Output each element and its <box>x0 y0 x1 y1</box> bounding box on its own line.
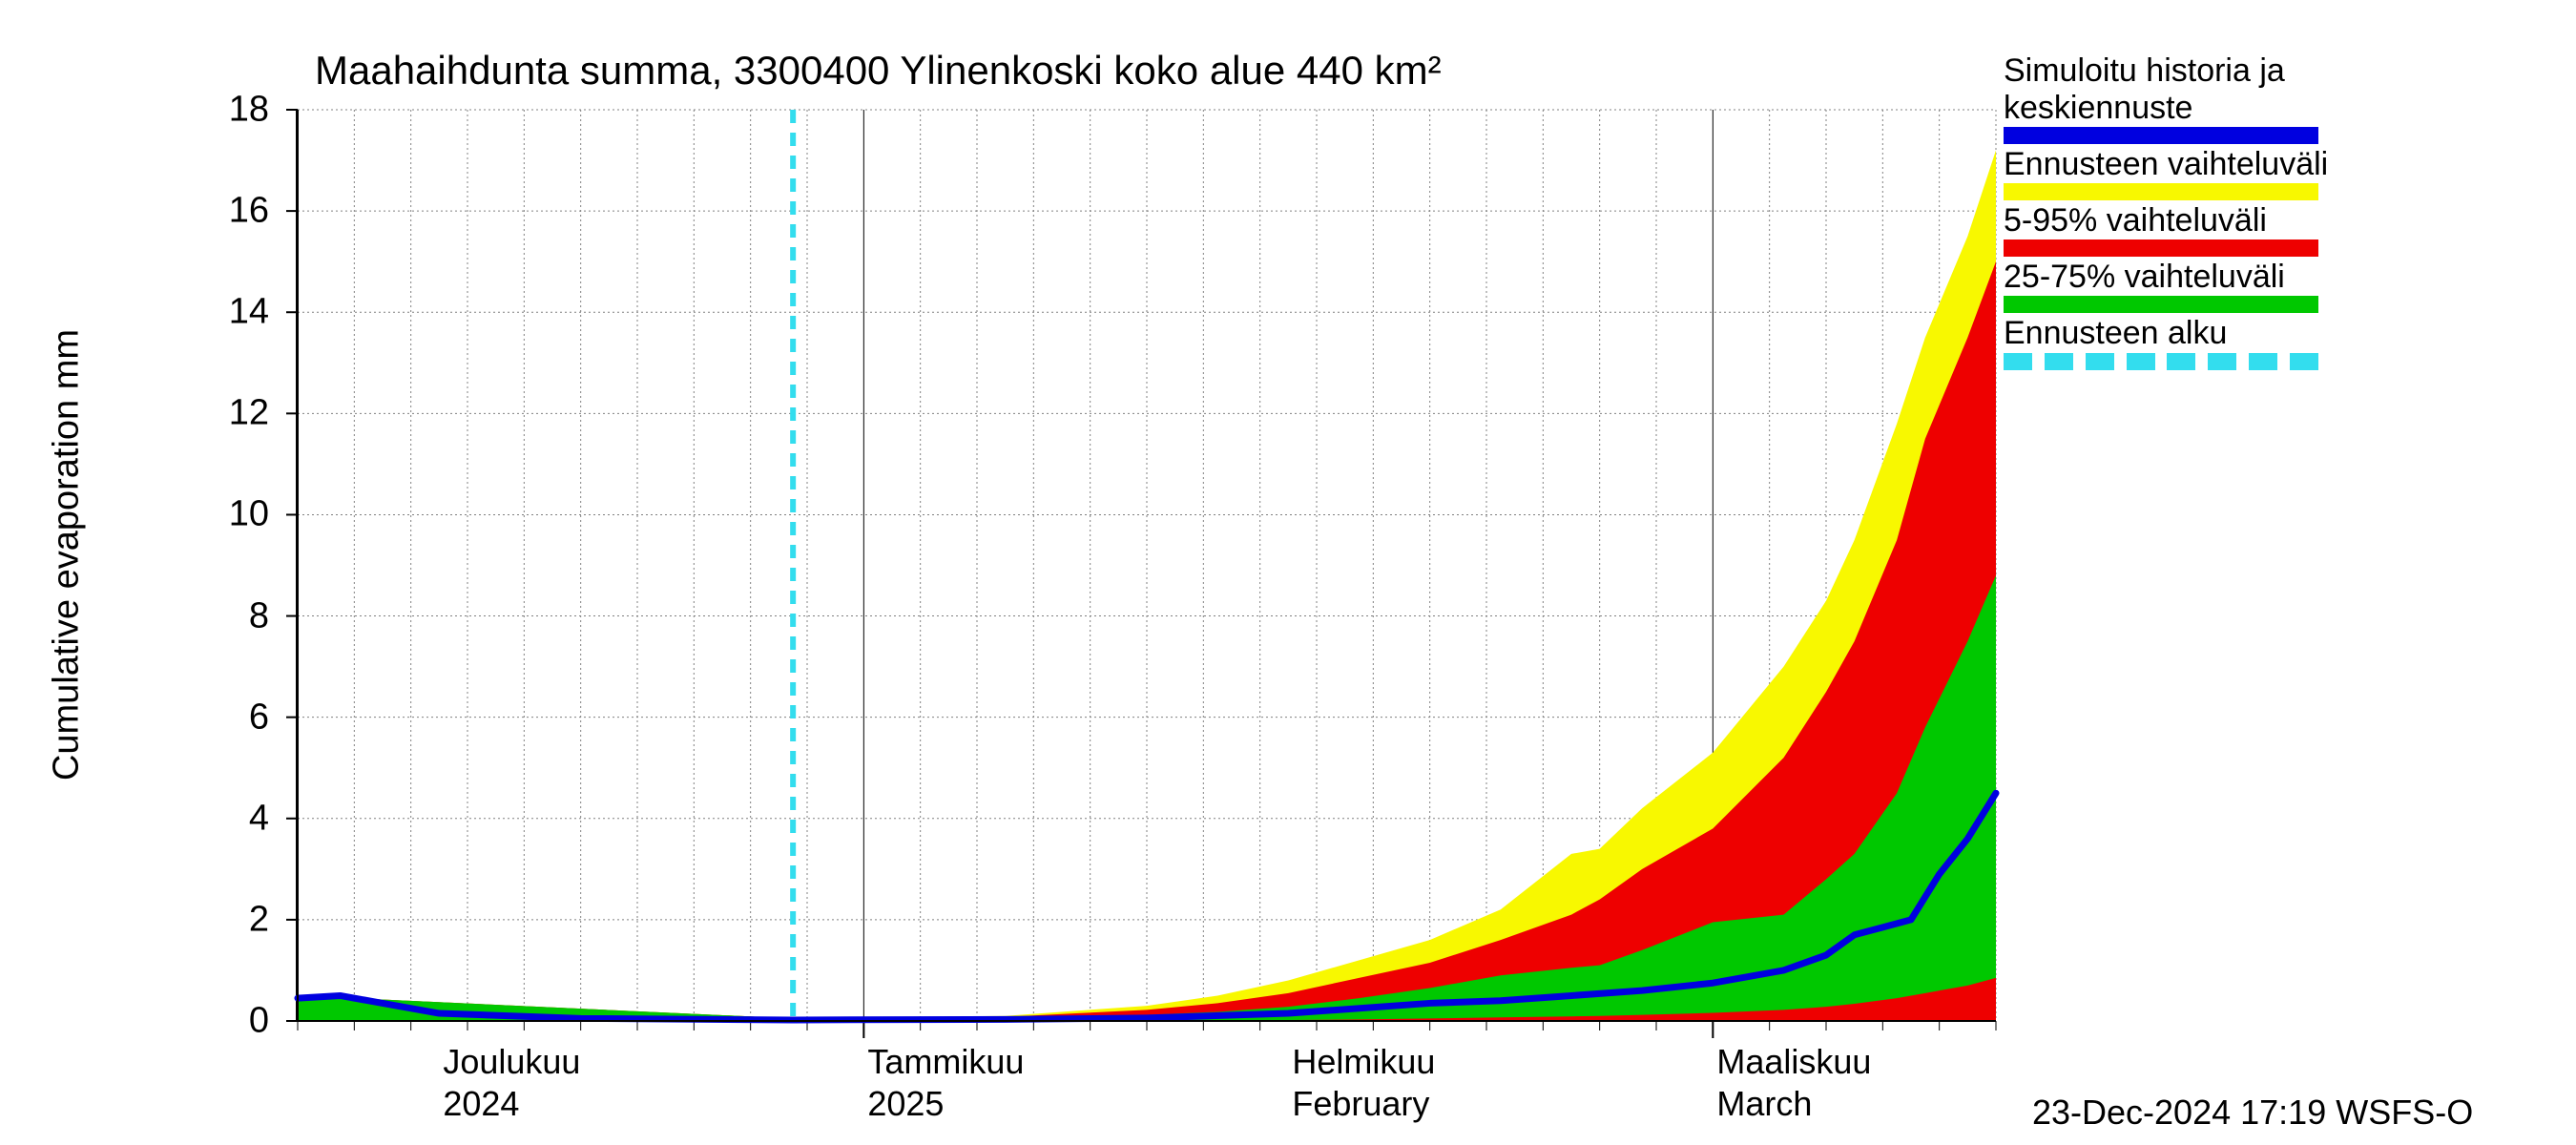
legend-label: Ennusteen vaihteluväli <box>2004 146 2328 183</box>
legend-swatch <box>2004 353 2318 370</box>
legend-label: keskiennuste <box>2004 90 2328 127</box>
legend-label: Ennusteen alku <box>2004 315 2328 352</box>
legend: Simuloitu historia jakeskiennusteEnnuste… <box>2004 52 2328 372</box>
x-month-sublabel: 2024 <box>443 1084 519 1124</box>
legend-label: 5-95% vaihteluväli <box>2004 202 2328 239</box>
x-month-label: Helmikuu <box>1292 1042 1435 1082</box>
plot-area <box>296 110 1994 1021</box>
legend-entry: 25-75% vaihteluväli <box>2004 259 2328 313</box>
y-tick-label: 16 <box>0 191 269 232</box>
legend-label: Simuloitu historia ja <box>2004 52 2328 90</box>
legend-entry: Ennusteen alku <box>2004 315 2328 369</box>
y-tick-label: 10 <box>0 494 269 535</box>
x-month-sublabel: February <box>1292 1084 1429 1124</box>
legend-swatch <box>2004 239 2318 257</box>
figure: Cumulative evaporation mm Maahaihdunta s… <box>0 0 2576 1145</box>
legend-entry: Ennusteen vaihteluväli <box>2004 146 2328 200</box>
y-tick-label: 0 <box>0 1001 269 1042</box>
y-tick-label: 2 <box>0 899 269 940</box>
y-tick-label: 4 <box>0 798 269 839</box>
chart-title: Maahaihdunta summa, 3300400 Ylinenkoski … <box>315 48 1442 94</box>
x-month-label: Maaliskuu <box>1716 1042 1871 1082</box>
legend-entry: 5-95% vaihteluväli <box>2004 202 2328 257</box>
y-tick-label: 18 <box>0 90 269 131</box>
y-tick-label: 14 <box>0 292 269 333</box>
legend-label: 25-75% vaihteluväli <box>2004 259 2328 296</box>
x-month-label: Tammikuu <box>867 1042 1024 1082</box>
x-month-label: Joulukuu <box>443 1042 580 1082</box>
legend-swatch <box>2004 296 2318 313</box>
legend-entry: Simuloitu historia jakeskiennuste <box>2004 52 2328 144</box>
y-tick-label: 12 <box>0 393 269 434</box>
legend-swatch <box>2004 183 2318 200</box>
x-month-sublabel: March <box>1716 1084 1812 1124</box>
legend-swatch <box>2004 127 2318 144</box>
x-month-sublabel: 2025 <box>867 1084 944 1124</box>
y-tick-label: 8 <box>0 595 269 636</box>
plot-svg <box>298 110 1996 1021</box>
timestamp-label: 23-Dec-2024 17:19 WSFS-O <box>2032 1093 2473 1133</box>
y-tick-label: 6 <box>0 697 269 738</box>
